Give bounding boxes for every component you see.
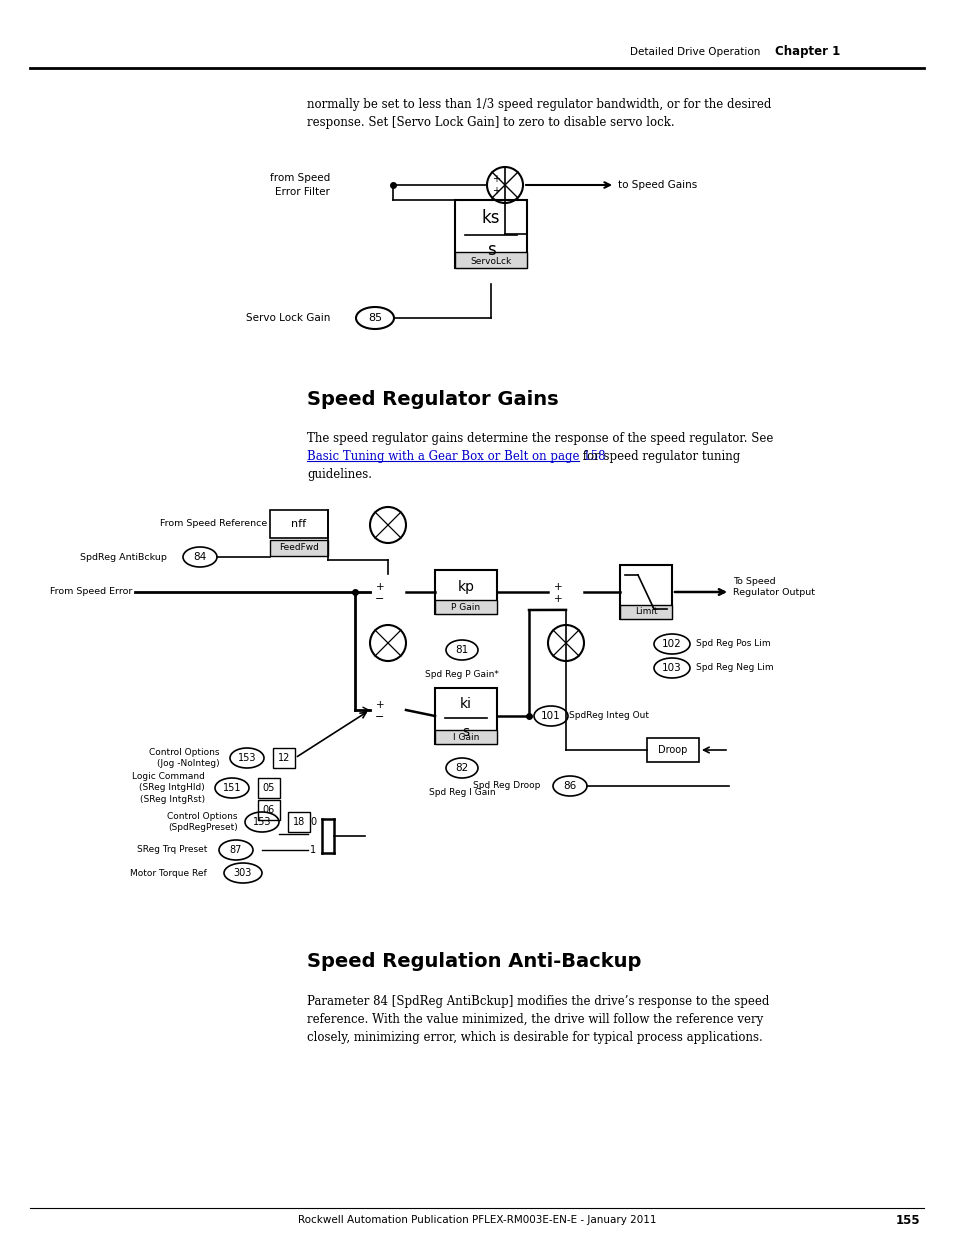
Text: 0: 0 — [310, 818, 315, 827]
Text: s: s — [486, 241, 495, 259]
Bar — [273, 748, 294, 768]
Text: kp: kp — [457, 580, 474, 594]
Text: The speed regulator gains determine the response of the speed regulator. See: The speed regulator gains determine the … — [307, 432, 773, 445]
Text: To Speed
Regulator Output: To Speed Regulator Output — [732, 577, 814, 598]
Text: Spd Reg Pos Lim: Spd Reg Pos Lim — [696, 640, 770, 648]
Text: Speed Regulation Anti-Backup: Speed Regulation Anti-Backup — [307, 952, 640, 971]
Text: I Gain: I Gain — [453, 732, 478, 741]
Text: 101: 101 — [540, 711, 560, 721]
Text: 05: 05 — [262, 783, 274, 793]
Bar — [288, 811, 310, 832]
Text: P Gain: P Gain — [451, 603, 480, 611]
Text: 81: 81 — [455, 645, 468, 655]
Text: guidelines.: guidelines. — [307, 468, 372, 480]
Text: 87: 87 — [230, 845, 242, 855]
Text: Rockwell Automation Publication PFLEX-RM003E-EN-E - January 2011: Rockwell Automation Publication PFLEX-RM… — [297, 1215, 656, 1225]
Text: 103: 103 — [661, 663, 681, 673]
Text: Motor Torque Ref: Motor Torque Ref — [131, 868, 207, 878]
Bar — [270, 540, 328, 556]
Text: 153: 153 — [253, 818, 271, 827]
Bar — [455, 200, 526, 268]
Text: Chapter 1: Chapter 1 — [774, 46, 840, 58]
Text: Speed Regulator Gains: Speed Regulator Gains — [307, 390, 558, 409]
Bar — [455, 252, 526, 268]
Bar — [435, 571, 497, 614]
Text: Logic Command
(SReg IntgHld)
(SReg IntgRst): Logic Command (SReg IntgHld) (SReg IntgR… — [132, 772, 205, 804]
Text: +: + — [375, 700, 384, 710]
Text: ki: ki — [459, 697, 472, 711]
Text: +: + — [375, 582, 384, 592]
Bar — [435, 600, 497, 614]
Text: 303: 303 — [233, 868, 252, 878]
Text: +: + — [492, 174, 499, 184]
Text: Basic Tuning with a Gear Box or Belt on page 158: Basic Tuning with a Gear Box or Belt on … — [307, 450, 605, 463]
Text: −: − — [375, 594, 384, 604]
Text: SpdReg AntiBckup: SpdReg AntiBckup — [80, 552, 167, 562]
Text: 1: 1 — [310, 845, 315, 855]
Text: Spd Reg Droop: Spd Reg Droop — [472, 782, 539, 790]
Text: Detailed Drive Operation: Detailed Drive Operation — [629, 47, 760, 57]
Text: FeedFwd: FeedFwd — [279, 543, 318, 552]
Text: From Speed Reference: From Speed Reference — [159, 520, 267, 529]
Bar — [435, 688, 497, 743]
Bar — [435, 730, 497, 743]
Text: 153: 153 — [237, 753, 256, 763]
Bar — [257, 778, 280, 798]
Text: ks: ks — [481, 209, 499, 227]
Text: for speed regulator tuning: for speed regulator tuning — [578, 450, 740, 463]
Text: 84: 84 — [193, 552, 207, 562]
Text: Spd Reg P Gain*: Spd Reg P Gain* — [425, 671, 498, 679]
Text: Droop: Droop — [658, 745, 687, 755]
Text: 155: 155 — [895, 1214, 919, 1226]
Text: Spd Reg Neg Lim: Spd Reg Neg Lim — [696, 663, 773, 673]
Text: to Speed Gains: to Speed Gains — [618, 180, 697, 190]
Text: normally be set to less than 1/3 speed regulator bandwidth, or for the desired: normally be set to less than 1/3 speed r… — [307, 98, 771, 111]
Text: Spd Reg I Gain: Spd Reg I Gain — [428, 788, 495, 797]
Text: SReg Trq Preset: SReg Trq Preset — [136, 846, 207, 855]
Text: 18: 18 — [293, 818, 305, 827]
Bar — [646, 739, 699, 762]
Text: nff: nff — [291, 519, 306, 529]
Text: Control Options
(Jog -NoInteg): Control Options (Jog -NoInteg) — [150, 747, 220, 768]
Text: +: + — [492, 186, 499, 196]
Text: Parameter 84 [SpdReg AntiBckup] modifies the drive’s response to the speed
refer: Parameter 84 [SpdReg AntiBckup] modifies… — [307, 995, 768, 1044]
Text: +: + — [553, 594, 561, 604]
Text: Control Options
(SpdRegPreset): Control Options (SpdRegPreset) — [168, 811, 237, 832]
Bar — [619, 605, 671, 619]
Text: +: + — [553, 582, 561, 592]
Text: ServoLck: ServoLck — [470, 257, 511, 266]
Text: response. Set [Servo Lock Gain] to zero to disable servo lock.: response. Set [Servo Lock Gain] to zero … — [307, 116, 674, 128]
Text: from Speed
Error Filter: from Speed Error Filter — [270, 173, 330, 196]
Text: 82: 82 — [455, 763, 468, 773]
Text: From Speed Error: From Speed Error — [50, 588, 132, 597]
Text: 06: 06 — [263, 805, 274, 815]
Text: SpdReg Integ Out: SpdReg Integ Out — [568, 711, 648, 720]
Bar — [619, 564, 671, 619]
Text: 86: 86 — [563, 781, 576, 790]
Text: 85: 85 — [368, 312, 381, 324]
Text: 12: 12 — [277, 753, 290, 763]
Bar — [270, 510, 328, 538]
Text: 102: 102 — [661, 638, 681, 650]
Bar — [257, 800, 280, 820]
Text: Servo Lock Gain: Servo Lock Gain — [245, 312, 330, 324]
Text: s: s — [462, 725, 469, 739]
Text: 151: 151 — [222, 783, 241, 793]
Text: Limit: Limit — [634, 608, 657, 616]
Text: −: − — [375, 713, 384, 722]
